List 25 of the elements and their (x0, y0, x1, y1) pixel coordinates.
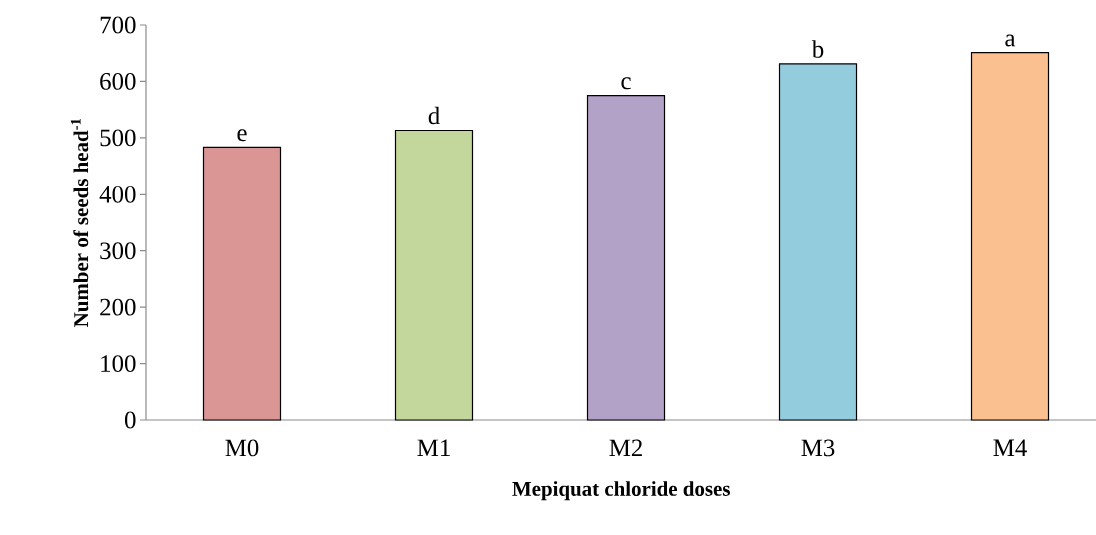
y-tick-label: 200 (100, 298, 136, 316)
bar (394, 129, 474, 421)
y-tick-label: 100 (101, 355, 136, 372)
annotation: b (811, 40, 824, 58)
y-tick-label: 500 (100, 129, 136, 147)
y-axis-title: Number of seeds head$^{-1}$ (70, 118, 89, 327)
y-tick-label: 300 (100, 242, 136, 260)
annotation: c (621, 77, 631, 90)
x-axis-title: Mepiquat chloride doses (512, 481, 730, 501)
bar (586, 94, 666, 421)
y-tick-label: 600 (100, 73, 136, 90)
y-tick-label: 400 (99, 185, 136, 203)
annotation: a (1005, 34, 1016, 47)
x-tick-label: M1 (417, 439, 450, 456)
bar (202, 146, 282, 421)
annotation: e (237, 129, 247, 142)
y-tick-label: 700 (100, 16, 136, 34)
x-tick-label: M0 (225, 439, 259, 457)
bar (778, 63, 858, 421)
x-tick-label: M2 (609, 439, 642, 457)
x-tick-label: M3 (801, 439, 835, 457)
bar (970, 52, 1050, 421)
x-tick-label: M4 (993, 439, 1027, 456)
annotation: d (428, 106, 440, 125)
y-tick-label: 0 (124, 411, 136, 429)
